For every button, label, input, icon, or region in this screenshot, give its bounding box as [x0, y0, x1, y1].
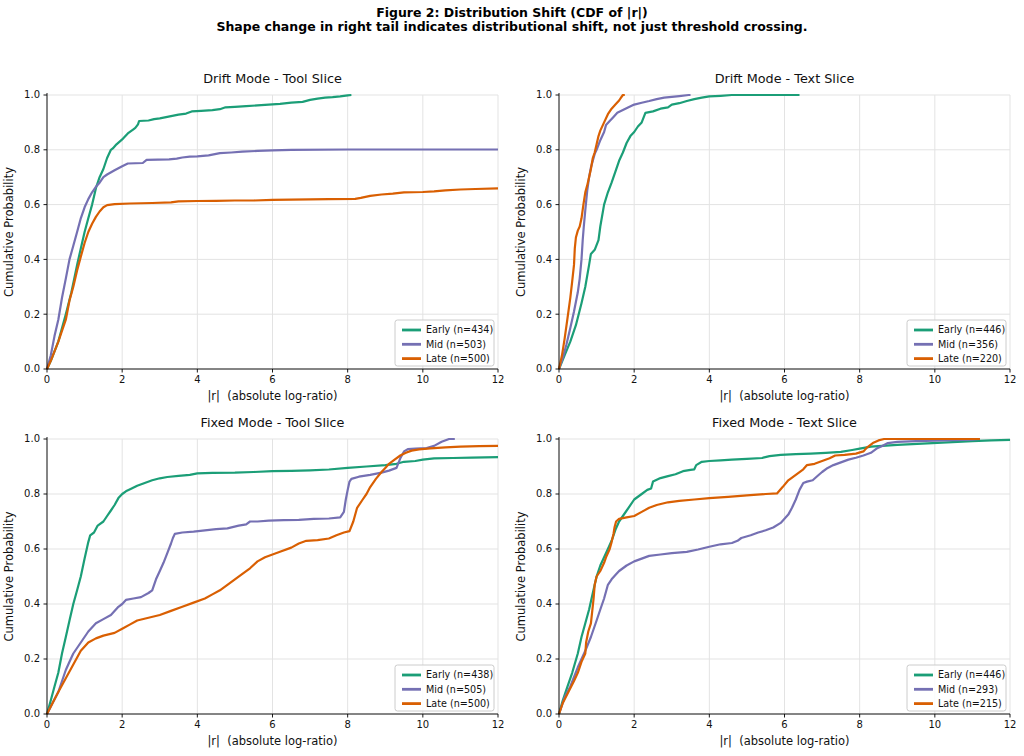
figure-2-cdf-distribution-shift: Figure 2: Distribution Shift (CDF of |r|…	[0, 0, 1024, 756]
y-tick-label: 0.2	[536, 309, 552, 320]
x-tick-label: 8	[344, 374, 350, 385]
x-tick-label: 0	[44, 719, 50, 730]
y-tick-label: 0.0	[24, 363, 40, 374]
y-tick-label: 0.6	[24, 199, 40, 210]
x-tick-label: 2	[119, 719, 125, 730]
x-tick-label: 4	[194, 719, 200, 730]
subplot-title: Fixed Mode - Tool Slice	[201, 415, 345, 430]
x-tick-label: 8	[344, 719, 350, 730]
legend: Early (n=446) Mid (n=356) Late (n=220)	[907, 320, 1006, 366]
y-tick-label: 0.4	[536, 598, 552, 609]
legend-label: Mid (n=293)	[938, 684, 998, 695]
x-axis-label: |r| (absolute log-ratio)	[719, 734, 849, 748]
x-tick-label: 0	[556, 374, 562, 385]
y-tick-label: 1.0	[536, 89, 552, 100]
legend-label: Early (n=434)	[426, 324, 493, 335]
x-tick-label: 6	[781, 374, 787, 385]
y-tick-label: 0.0	[536, 363, 552, 374]
subplot-title: Drift Mode - Tool Slice	[203, 71, 342, 86]
late-n-220-cdf-line	[559, 95, 625, 369]
x-tick-label: 2	[631, 374, 637, 385]
legend-label: Late (n=500)	[426, 698, 490, 709]
y-tick-label: 0.0	[24, 708, 40, 719]
subplot-fixed-mode-text-slice: 0 2 4 6 8 10 12 0.0 0.2 0.4 0.6 0.8 1.0 |r| (absolute…	[514, 415, 1016, 748]
x-tick-label: 10	[928, 374, 941, 385]
y-axis-label: Cumulative Probability	[514, 167, 528, 297]
x-tick-label: 12	[1004, 374, 1017, 385]
x-tick-label: 6	[269, 719, 275, 730]
mid-n-356-cdf-line	[559, 95, 691, 369]
early-n-446-cdf-line	[559, 95, 800, 369]
legend-label: Late (n=220)	[938, 353, 1002, 364]
x-tick-label: 4	[194, 374, 200, 385]
subplot-drift-mode-tool-slice: 0 2 4 6 8 10 12 0.0 0.2 0.4 0.6 0.8 1.0 |r| (absolute…	[2, 71, 504, 403]
legend-label: Early (n=446)	[938, 324, 1005, 335]
x-axis-label: |r| (absolute log-ratio)	[207, 389, 337, 403]
legend-label: Mid (n=356)	[938, 339, 998, 350]
y-axis-label: Cumulative Probability	[2, 511, 16, 641]
y-tick-label: 0.8	[536, 144, 552, 155]
x-tick-label: 10	[928, 719, 941, 730]
x-tick-label: 12	[1004, 719, 1017, 730]
x-tick-label: 8	[856, 719, 862, 730]
y-tick-label: 0.6	[24, 543, 40, 554]
mid-n-505-cdf-line	[47, 439, 455, 714]
x-tick-label: 0	[44, 374, 50, 385]
x-tick-label: 12	[492, 374, 505, 385]
y-tick-label: 0.6	[536, 199, 552, 210]
x-tick-label: 4	[706, 374, 712, 385]
y-axis-label: Cumulative Probability	[2, 167, 16, 297]
y-tick-label: 0.4	[24, 598, 40, 609]
x-axis-label: |r| (absolute log-ratio)	[207, 734, 337, 748]
y-tick-label: 1.0	[24, 433, 40, 444]
legend: Early (n=438) Mid (n=505) Late (n=500)	[395, 665, 494, 711]
x-tick-label: 4	[706, 719, 712, 730]
x-tick-label: 6	[781, 719, 787, 730]
x-tick-label: 2	[119, 374, 125, 385]
y-tick-label: 0.2	[24, 309, 40, 320]
early-n-434-cdf-line	[47, 95, 351, 369]
y-tick-label: 0.4	[536, 254, 552, 265]
legend-label: Mid (n=503)	[426, 339, 486, 350]
y-tick-label: 0.8	[536, 488, 552, 499]
x-tick-label: 12	[492, 719, 505, 730]
y-tick-label: 0.4	[24, 254, 40, 265]
y-tick-label: 0.0	[536, 708, 552, 719]
x-tick-label: 10	[416, 374, 429, 385]
y-tick-label: 1.0	[536, 433, 552, 444]
x-tick-label: 8	[856, 374, 862, 385]
legend: Early (n=446) Mid (n=293) Late (n=215)	[907, 665, 1006, 711]
y-tick-label: 0.2	[24, 653, 40, 664]
y-axis-label: Cumulative Probability	[514, 511, 528, 641]
subplot-fixed-mode-tool-slice: 0 2 4 6 8 10 12 0.0 0.2 0.4 0.6 0.8 1.0 |r| (absolute…	[2, 415, 504, 748]
y-tick-label: 0.6	[536, 543, 552, 554]
x-axis-label: |r| (absolute log-ratio)	[719, 389, 849, 403]
legend-label: Late (n=215)	[938, 698, 1002, 709]
legend-label: Late (n=500)	[426, 353, 490, 364]
cdf-subplots-canvas: 0 2 4 6 8 10 12 0.0 0.2 0.4 0.6 0.8 1.0 |r| (absolute…	[0, 0, 1024, 756]
x-tick-label: 0	[556, 719, 562, 730]
x-tick-label: 10	[416, 719, 429, 730]
subplot-drift-mode-text-slice: 0 2 4 6 8 10 12 0.0 0.2 0.4 0.6 0.8 1.0 |r| (absolute…	[514, 71, 1016, 403]
y-tick-label: 0.8	[24, 144, 40, 155]
legend-label: Mid (n=505)	[426, 684, 486, 695]
legend-label: Early (n=446)	[938, 669, 1005, 680]
y-tick-label: 1.0	[24, 89, 40, 100]
x-tick-label: 6	[269, 374, 275, 385]
legend-label: Early (n=438)	[426, 669, 493, 680]
legend: Early (n=434) Mid (n=503) Late (n=500)	[395, 320, 494, 366]
y-tick-label: 0.8	[24, 488, 40, 499]
y-tick-label: 0.2	[536, 653, 552, 664]
subplot-title: Drift Mode - Text Slice	[715, 71, 855, 86]
subplot-title: Fixed Mode - Text Slice	[712, 415, 857, 430]
x-tick-label: 2	[631, 719, 637, 730]
